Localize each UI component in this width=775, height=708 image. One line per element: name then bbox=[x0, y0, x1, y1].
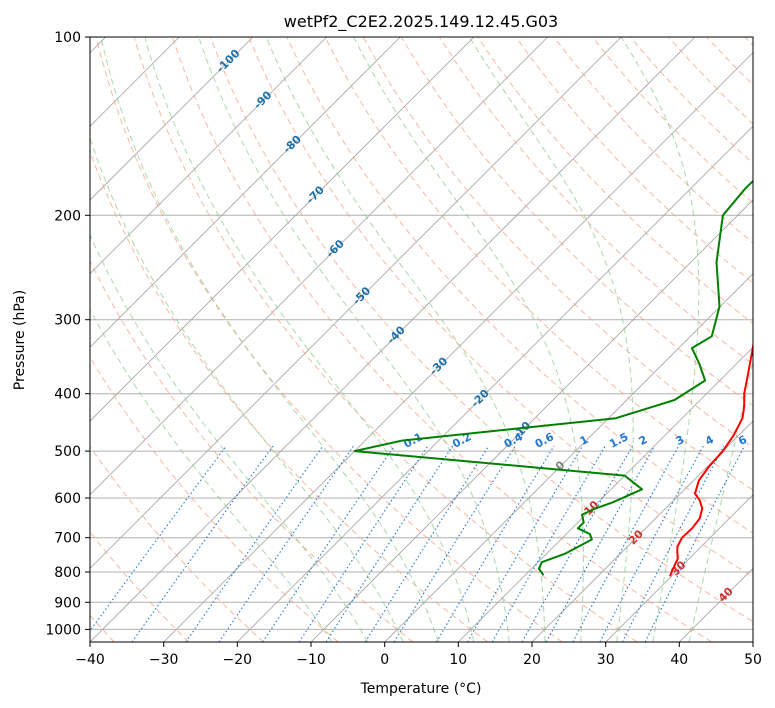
mixing-ratio-line bbox=[262, 445, 395, 642]
isotherm-line bbox=[384, 273, 753, 642]
dry-adiabat bbox=[515, 37, 753, 284]
y-axis-title: Pressure (hPa) bbox=[12, 290, 28, 390]
isotherm-line bbox=[605, 494, 753, 642]
dry-adiabat bbox=[324, 37, 753, 491]
moist-adiabat bbox=[353, 37, 584, 642]
y-tick-label: 600 bbox=[54, 491, 81, 507]
mixing-ratio-line bbox=[644, 445, 746, 642]
mixing-ratio-line bbox=[521, 445, 633, 642]
y-tick-label: 1000 bbox=[45, 622, 81, 638]
x-tick-label: 20 bbox=[523, 652, 541, 668]
y-tick-label: 400 bbox=[54, 387, 81, 403]
isotherm-line bbox=[90, 37, 475, 422]
dry-adiabat bbox=[248, 37, 753, 578]
isotherm-line bbox=[163, 52, 753, 642]
isotherm-line bbox=[90, 37, 696, 642]
y-tick-label: 200 bbox=[54, 208, 81, 224]
moist-adiabat bbox=[90, 233, 369, 642]
x-tick-label: 10 bbox=[449, 652, 467, 668]
moist-adiabat bbox=[198, 37, 510, 642]
plot-background bbox=[90, 37, 753, 642]
x-axis: −40 −30 −20 −10 0 10 20 30 40 50 bbox=[75, 642, 762, 668]
moist-adiabat bbox=[688, 358, 753, 642]
x-tick-label: 50 bbox=[744, 652, 762, 668]
isotherm-line bbox=[90, 37, 254, 201]
dry-adiabat bbox=[95, 37, 563, 642]
y-tick-label: 100 bbox=[54, 30, 81, 46]
y-axis: 100 200 300 400 500 600 700 800 900 1000 bbox=[45, 30, 90, 638]
x-tick-label: −40 bbox=[75, 652, 105, 668]
dry-adiabat bbox=[210, 37, 753, 623]
isotherm-line bbox=[752, 641, 753, 642]
moist-adiabat bbox=[100, 37, 439, 642]
special-curve bbox=[0, 37, 13, 642]
mixing-ratio-line bbox=[621, 445, 725, 642]
mixing-ratio-line bbox=[545, 445, 656, 642]
moist-adiabat bbox=[620, 37, 700, 642]
mixing-ratio-line bbox=[298, 445, 429, 642]
y-tick-label: 700 bbox=[54, 531, 81, 547]
dry-adiabat bbox=[90, 356, 339, 642]
isotherm-line bbox=[90, 37, 622, 569]
plot-frame bbox=[89, 36, 754, 643]
x-tick-label: −20 bbox=[223, 652, 253, 668]
mixing-ratio-line bbox=[435, 445, 555, 642]
mixing-ratio-line bbox=[393, 445, 516, 642]
y-tick-label: 500 bbox=[54, 444, 81, 460]
x-tick-label: 30 bbox=[597, 652, 615, 668]
isotherm-line bbox=[458, 346, 753, 642]
y-tick-label: 300 bbox=[54, 313, 81, 329]
background-lines bbox=[0, 37, 753, 642]
series-lines bbox=[353, 179, 753, 577]
moist-adiabat bbox=[144, 37, 475, 642]
mixing-ratio-line bbox=[325, 445, 454, 642]
x-tick-label: −10 bbox=[296, 652, 326, 668]
isotherm-line bbox=[90, 37, 327, 275]
isotherm-line bbox=[90, 37, 548, 496]
mixing-ratio-line bbox=[185, 445, 324, 642]
mixing-ratio-line bbox=[467, 445, 584, 642]
x-tick-label: −30 bbox=[149, 652, 179, 668]
x-tick-label: 40 bbox=[670, 652, 688, 668]
y-tick-label: 900 bbox=[54, 595, 81, 611]
mixing-ratio-line bbox=[218, 445, 355, 642]
dewpoint-profile-line bbox=[353, 179, 753, 576]
dry-adiabat bbox=[171, 37, 712, 642]
dry-adiabat bbox=[133, 37, 638, 642]
x-tick-label: 0 bbox=[380, 652, 389, 668]
mixing-ratio-line bbox=[364, 445, 490, 642]
mixing-ratio-line bbox=[131, 445, 274, 642]
dry-adiabat bbox=[90, 445, 264, 642]
temperature-profile-line bbox=[669, 341, 753, 577]
moist-adiabat bbox=[90, 136, 404, 642]
isotherm-line bbox=[90, 37, 401, 348]
moist-adiabat bbox=[90, 308, 333, 642]
mixing-ratio-label: 8 bbox=[763, 433, 775, 448]
chart-title: wetPf2_C2E2.2025.149.12.45.G03 bbox=[284, 12, 558, 32]
moist-adiabat bbox=[265, 37, 546, 642]
x-axis-title: Temperature (°C) bbox=[360, 681, 482, 697]
isotherm-line bbox=[237, 125, 753, 642]
dry-adiabat bbox=[90, 259, 414, 642]
dry-adiabat bbox=[286, 37, 753, 534]
isotherm-line bbox=[531, 420, 753, 642]
y-tick-label: 800 bbox=[54, 565, 81, 581]
